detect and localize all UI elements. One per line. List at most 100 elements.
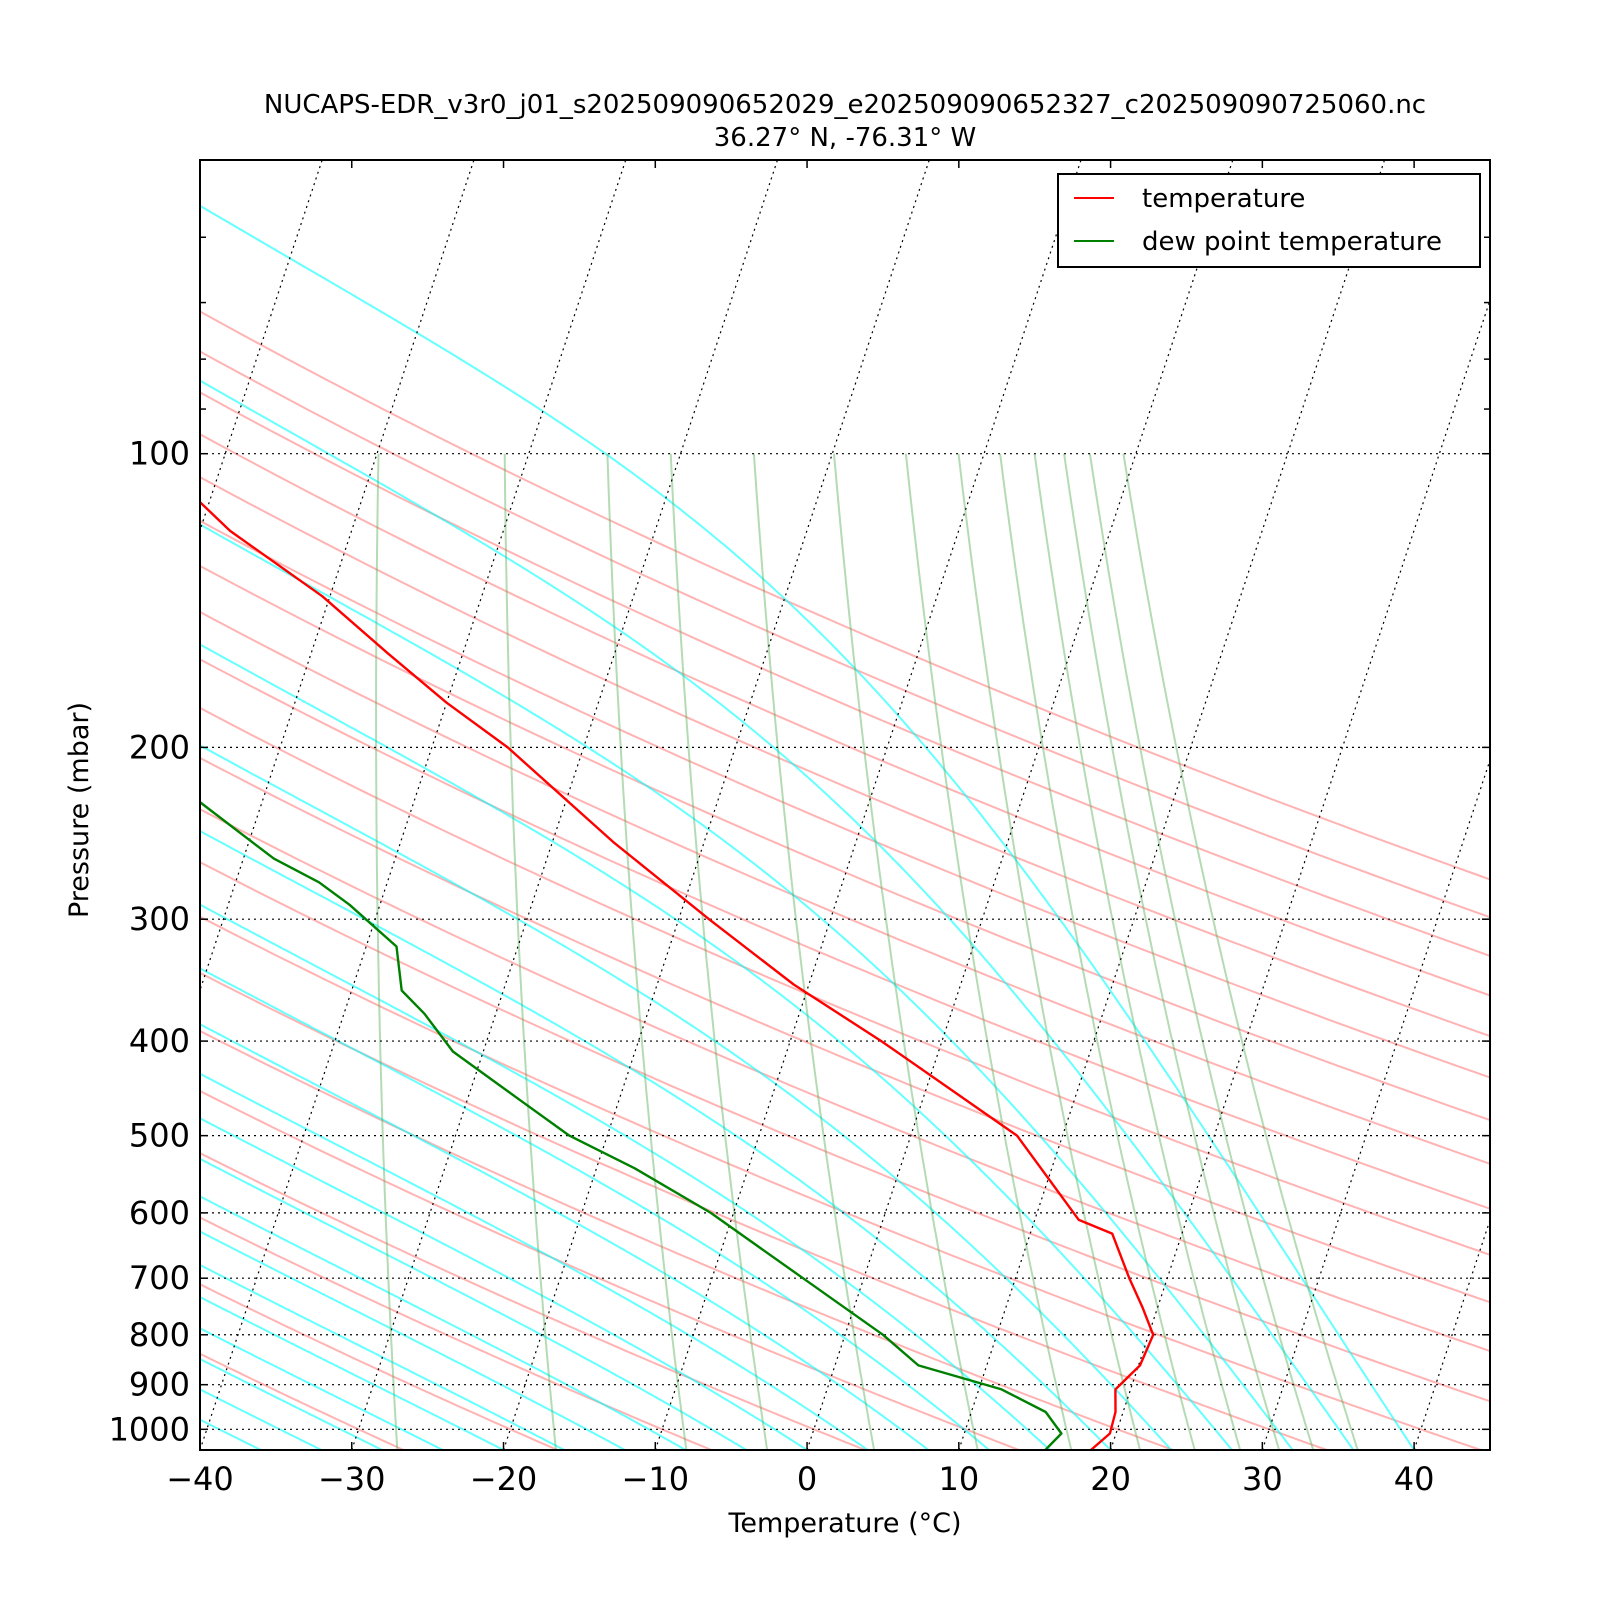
legend-box bbox=[1057, 173, 1481, 268]
dry-adiabat bbox=[200, 433, 1490, 997]
plot-frame bbox=[199, 159, 1491, 1451]
y-tick-label: 300 bbox=[129, 900, 190, 938]
moist-adiabat bbox=[200, 1072, 869, 1450]
moist-adiabat bbox=[200, 1023, 930, 1450]
isotherm bbox=[958, 160, 1386, 1450]
isotherm bbox=[654, 160, 1082, 1450]
mixing-ratio-line bbox=[503, 453, 557, 1450]
y-tick-label: 600 bbox=[129, 1194, 190, 1232]
dry-adiabat bbox=[200, 564, 1490, 1122]
grid-lines bbox=[0, 160, 1490, 1450]
x-tick-label: −20 bbox=[470, 1460, 538, 1498]
dry-adiabat bbox=[200, 861, 1490, 1403]
isotherm bbox=[1110, 298, 1490, 1450]
dry-adiabat bbox=[200, 391, 1490, 957]
mixing-ratio-line bbox=[999, 453, 1196, 1450]
y-tick-label: 1000 bbox=[109, 1410, 190, 1448]
data-series bbox=[200, 500, 1155, 1450]
dry-adiabat bbox=[200, 1283, 558, 1450]
legend: temperature dew point temperature bbox=[1057, 173, 1481, 268]
y-tick-label: 500 bbox=[129, 1117, 190, 1155]
y-tick-label: 900 bbox=[129, 1366, 190, 1404]
mixing-ratio-line bbox=[1088, 453, 1315, 1450]
dry-adiabat bbox=[200, 610, 1490, 1165]
dry-adiabat bbox=[200, 475, 1490, 1038]
dry-adiabat bbox=[200, 658, 1490, 1210]
moist-adiabat bbox=[200, 204, 1415, 1450]
mixing-ratio-line bbox=[752, 453, 876, 1450]
moist-adiabat bbox=[200, 1230, 626, 1450]
mixing-ratio-line bbox=[375, 453, 399, 1450]
moist-adiabat bbox=[200, 523, 1294, 1450]
moist-adiabat bbox=[200, 1388, 322, 1450]
dewpoint-line bbox=[200, 800, 1063, 1450]
y-tick-label: 200 bbox=[129, 728, 190, 766]
dry-adiabat bbox=[200, 310, 1490, 881]
y-tick-label: 800 bbox=[129, 1316, 190, 1354]
moist-adiabat bbox=[200, 829, 1112, 1450]
y-tick-label: 100 bbox=[129, 435, 190, 473]
background-lines bbox=[200, 204, 1490, 1450]
dry-adiabat bbox=[200, 756, 1490, 1304]
isotherm bbox=[200, 160, 323, 533]
isotherm bbox=[502, 160, 930, 1450]
moist-adiabat bbox=[200, 967, 990, 1450]
y-tick-label: 400 bbox=[129, 1022, 190, 1060]
moist-adiabat bbox=[200, 1263, 565, 1450]
isotherm bbox=[351, 160, 779, 1450]
moist-adiabat bbox=[200, 379, 1355, 1450]
mixing-ratio-line bbox=[1063, 453, 1281, 1450]
moist-adiabat bbox=[200, 744, 1173, 1450]
temperature-line bbox=[200, 500, 1155, 1450]
moist-adiabat bbox=[200, 1195, 687, 1450]
dry-adiabat bbox=[200, 1152, 866, 1450]
mixing-ratio-line bbox=[1122, 453, 1359, 1450]
moist-adiabat bbox=[200, 1418, 262, 1450]
chart-subtitle: 36.27° N, -76.31° W bbox=[714, 123, 976, 153]
chart-title: NUCAPS-EDR_v3r0_j01_s202509090652029_e20… bbox=[264, 90, 1426, 120]
x-tick-label: 40 bbox=[1394, 1460, 1435, 1498]
x-tick-label: −40 bbox=[166, 1460, 234, 1498]
isotherm bbox=[200, 160, 475, 993]
dry-adiabat bbox=[200, 1089, 1020, 1450]
moist-adiabat bbox=[200, 643, 1233, 1450]
moist-adiabat bbox=[200, 1327, 444, 1450]
isotherm bbox=[0, 160, 19, 1450]
y-axis-label: Pressure (mbar) bbox=[64, 702, 95, 918]
isotherm bbox=[1261, 758, 1490, 1450]
x-tick-label: 30 bbox=[1242, 1460, 1283, 1498]
moist-adiabat bbox=[200, 1295, 504, 1450]
dry-adiabat bbox=[200, 915, 1482, 1450]
x-axis-label: Temperature (°C) bbox=[727, 1508, 961, 1539]
mixing-ratio-line bbox=[606, 453, 688, 1450]
dry-adiabat bbox=[200, 971, 1328, 1450]
moist-adiabat bbox=[200, 1157, 747, 1450]
isotherm bbox=[1413, 1218, 1490, 1450]
y-tick-label: 700 bbox=[129, 1259, 190, 1297]
dry-adiabat bbox=[200, 706, 1490, 1256]
dry-adiabat bbox=[200, 1029, 1174, 1450]
moist-adiabat bbox=[200, 1357, 383, 1450]
x-tick-label: −10 bbox=[622, 1460, 690, 1498]
dry-adiabat bbox=[200, 350, 1490, 919]
x-tick-label: 10 bbox=[938, 1460, 979, 1498]
isotherm bbox=[806, 160, 1234, 1450]
x-tick-label: 0 bbox=[797, 1460, 817, 1498]
mixing-ratio-line bbox=[1033, 453, 1242, 1450]
dry-adiabat bbox=[200, 1216, 712, 1450]
mixing-ratio-line bbox=[833, 453, 979, 1450]
moist-adiabat bbox=[200, 903, 1051, 1450]
dry-adiabat bbox=[200, 808, 1490, 1353]
mixing-ratio-line bbox=[904, 453, 1073, 1450]
mixing-ratio-line bbox=[669, 453, 769, 1450]
dry-adiabat bbox=[200, 1352, 405, 1450]
x-tick-label: 20 bbox=[1090, 1460, 1131, 1498]
mixing-ratio-line bbox=[957, 453, 1141, 1450]
isotherm bbox=[200, 160, 627, 1450]
x-tick-label: −30 bbox=[318, 1460, 386, 1498]
legend-label-dewpoint: dew point temperature bbox=[1142, 227, 1442, 257]
legend-label-temperature: temperature bbox=[1142, 184, 1305, 214]
moist-adiabat bbox=[200, 1117, 808, 1450]
